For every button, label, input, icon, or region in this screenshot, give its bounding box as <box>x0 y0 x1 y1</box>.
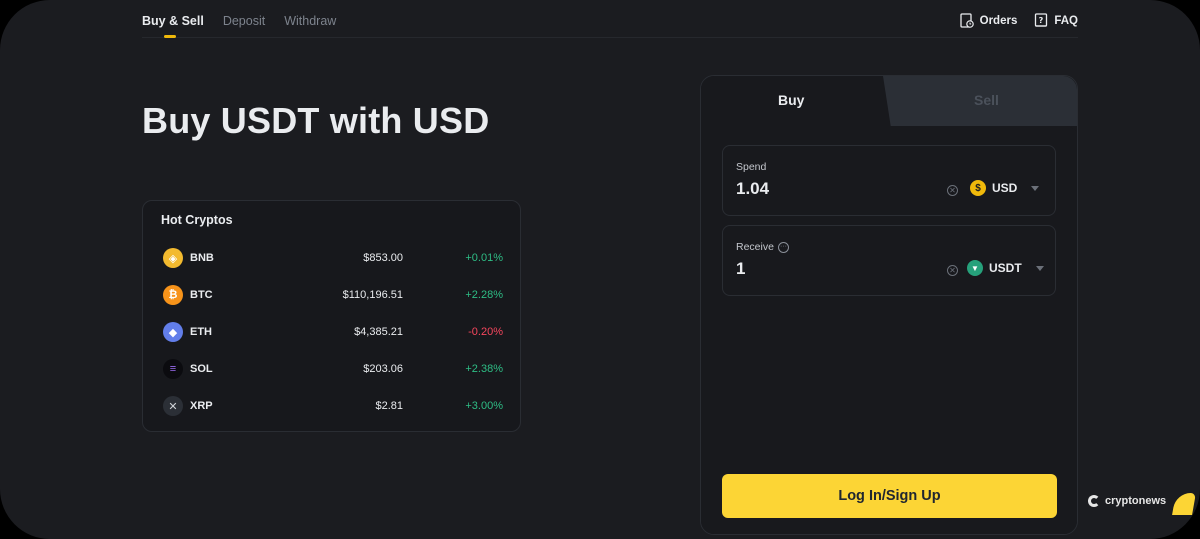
coin-price: $203.06 <box>363 363 403 375</box>
nav-tabs: Buy & Sell Deposit Withdraw <box>142 14 336 38</box>
coin-change: +2.28% <box>465 289 503 301</box>
sell-tab-background <box>877 76 1077 126</box>
spend-label-text: Spend <box>736 161 767 173</box>
tab-deposit[interactable]: Deposit <box>223 14 265 28</box>
orders-icon <box>959 13 974 28</box>
coin-change: +3.00% <box>465 400 503 412</box>
orders-link[interactable]: Orders <box>959 13 1018 28</box>
receive-currency-select[interactable]: ▼ USDT <box>967 260 1044 276</box>
faq-label: FAQ <box>1054 14 1078 27</box>
tab-sell[interactable]: Sell <box>974 92 999 108</box>
crypto-row-xrp[interactable]: ✕ XRP $2.81 +3.00% <box>163 394 503 418</box>
clear-spend-icon[interactable]: ✕ <box>947 185 958 196</box>
top-nav: Buy & Sell Deposit Withdraw Orders <box>142 0 1078 38</box>
coin-price: $853.00 <box>363 252 403 264</box>
crypto-row-bnb[interactable]: ◈ BNB $853.00 +0.01% <box>163 246 503 270</box>
crypto-row-eth[interactable]: ◆ ETH $4,385.21 -0.20% <box>163 320 503 344</box>
xrp-icon: ✕ <box>163 396 183 416</box>
chevron-down-icon <box>1031 185 1040 191</box>
nav-right: Orders ? FAQ <box>959 13 1078 28</box>
hot-cryptos-card: Hot Cryptos ◈ BNB $853.00 +0.01% ₿ BTC $… <box>142 200 521 432</box>
receive-currency: USDT <box>989 261 1022 275</box>
trade-panel: Buy Sell Spend ✕ $ USD Receive <box>700 75 1078 535</box>
hot-cryptos-title: Hot Cryptos <box>161 213 233 227</box>
spend-field: Spend ✕ $ USD <box>722 145 1056 216</box>
coin-symbol: ETH <box>190 326 212 338</box>
usdt-icon: ▼ <box>967 260 983 276</box>
tab-label: Deposit <box>222 14 266 28</box>
tab-buy-sell[interactable]: Buy & Sell <box>142 14 204 38</box>
tab-withdraw[interactable]: Withdraw <box>284 14 336 28</box>
corner-decoration-icon <box>1172 493 1196 515</box>
clear-receive-icon[interactable]: ✕ <box>947 265 958 276</box>
chevron-down-icon <box>1035 265 1044 271</box>
usd-icon: $ <box>970 180 986 196</box>
watermark: cryptonews <box>1088 495 1166 507</box>
orders-label: Orders <box>979 14 1018 27</box>
tab-label: Buy & Sell <box>142 14 204 28</box>
coin-change: -0.20% <box>468 326 503 338</box>
watermark-text: cryptonews <box>1105 495 1167 507</box>
receive-label: Receive ··· <box>736 241 789 253</box>
tab-label: Withdraw <box>284 14 337 28</box>
crypto-row-sol[interactable]: ≡ SOL $203.06 +2.38% <box>163 357 503 381</box>
coin-price: $2.81 <box>375 400 403 412</box>
sol-icon: ≡ <box>163 359 183 379</box>
buy-tab-background <box>701 76 891 128</box>
coin-symbol: BTC <box>190 289 213 301</box>
info-icon[interactable]: ··· <box>777 241 789 253</box>
coin-price: $4,385.21 <box>354 326 403 338</box>
spend-currency-select[interactable]: $ USD <box>970 180 1040 196</box>
receive-input[interactable] <box>736 259 916 279</box>
coin-symbol: BNB <box>190 252 214 264</box>
coin-change: +2.38% <box>465 363 503 375</box>
crypto-row-btc[interactable]: ₿ BTC $110,196.51 +2.28% <box>163 283 503 307</box>
bnb-icon: ◈ <box>163 248 183 268</box>
coin-symbol: SOL <box>190 363 213 375</box>
spend-currency: USD <box>992 181 1018 195</box>
login-signup-button[interactable]: Log In/Sign Up <box>722 474 1057 518</box>
cryptonews-logo-icon <box>1088 495 1100 507</box>
coin-price: $110,196.51 <box>342 289 403 301</box>
btc-icon: ₿ <box>163 285 183 305</box>
svg-text:?: ? <box>1039 16 1044 25</box>
coin-symbol: XRP <box>190 400 213 412</box>
receive-label-text: Receive <box>736 241 774 253</box>
eth-icon: ◆ <box>163 322 183 342</box>
faq-icon: ? <box>1035 13 1048 27</box>
trade-form: Spend ✕ $ USD Receive ··· ✕ ▼ <box>701 126 1077 534</box>
tab-buy[interactable]: Buy <box>778 92 805 108</box>
page-title: Buy USDT with USD <box>142 100 490 141</box>
spend-input[interactable] <box>736 179 916 199</box>
coin-change: +0.01% <box>465 252 503 264</box>
faq-link[interactable]: ? FAQ <box>1034 13 1078 28</box>
receive-field: Receive ··· ✕ ▼ USDT <box>722 225 1056 296</box>
spend-label: Spend <box>736 161 766 173</box>
active-tab-indicator <box>164 35 176 38</box>
